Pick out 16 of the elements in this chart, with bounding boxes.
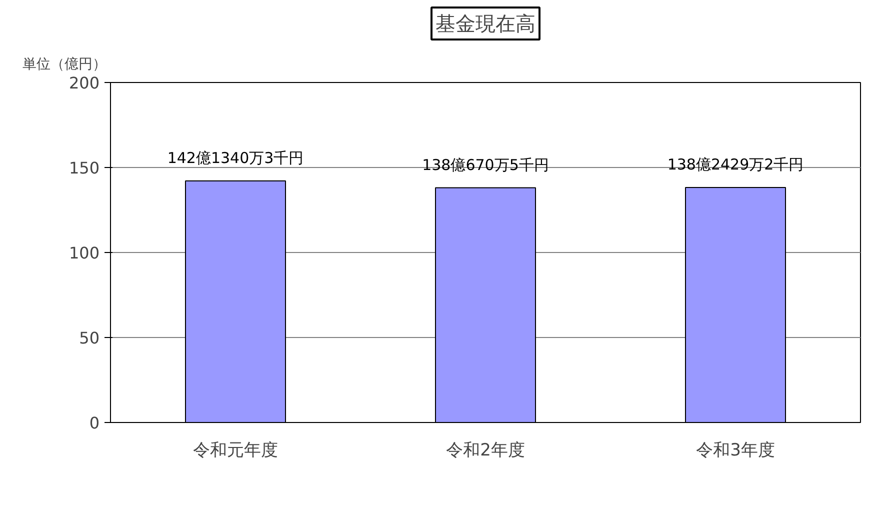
y-axis-title: 単位（億円） <box>22 56 106 72</box>
x-tick-label: 令和2年度 <box>446 440 525 460</box>
bar <box>435 187 536 422</box>
text: 142億1340万3千円 <box>167 148 304 167</box>
bar <box>185 180 286 422</box>
y-tick-label: 0 <box>89 414 100 432</box>
x-tick-label: 令和元年度 <box>193 440 278 460</box>
y-tick-label: 50 <box>79 328 100 348</box>
text: 138億670万5千円 <box>422 156 549 174</box>
x-tick-label: 令和3年度 <box>696 440 775 460</box>
y-tick-label: 150 <box>68 158 100 178</box>
chart-title: 基金現在高 <box>436 12 536 36</box>
bar <box>685 186 786 422</box>
y-tick-label: 200 <box>68 74 100 92</box>
text: 138億2429万2千円 <box>667 155 804 174</box>
y-tick-label: 100 <box>68 244 100 262</box>
